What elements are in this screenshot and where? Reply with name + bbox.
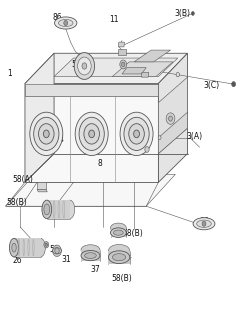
Polygon shape — [47, 200, 70, 219]
Text: 58(B): 58(B) — [7, 197, 28, 206]
Ellipse shape — [42, 200, 52, 219]
Circle shape — [43, 130, 49, 138]
Circle shape — [55, 248, 59, 254]
Polygon shape — [37, 182, 46, 189]
Circle shape — [74, 52, 95, 79]
Text: 11: 11 — [152, 66, 162, 75]
Text: 3(A): 3(A) — [187, 132, 203, 140]
Circle shape — [202, 221, 206, 226]
Circle shape — [158, 136, 161, 140]
Text: 56: 56 — [50, 245, 60, 254]
Text: 86: 86 — [199, 217, 209, 226]
Text: 52: 52 — [71, 60, 81, 69]
Ellipse shape — [85, 253, 96, 259]
Circle shape — [145, 147, 149, 152]
Polygon shape — [134, 50, 171, 62]
Polygon shape — [118, 42, 124, 47]
Ellipse shape — [113, 230, 123, 235]
Circle shape — [30, 112, 63, 156]
Polygon shape — [158, 77, 187, 154]
Circle shape — [34, 117, 59, 150]
Text: 58(A): 58(A) — [13, 175, 33, 184]
Text: 4: 4 — [58, 135, 63, 144]
Polygon shape — [54, 58, 178, 76]
Ellipse shape — [58, 20, 73, 27]
Polygon shape — [118, 49, 126, 55]
Ellipse shape — [111, 228, 126, 237]
Polygon shape — [158, 112, 187, 154]
Circle shape — [134, 130, 140, 138]
Ellipse shape — [44, 204, 50, 215]
Text: 26: 26 — [12, 256, 22, 265]
Circle shape — [45, 243, 48, 246]
Circle shape — [79, 117, 104, 150]
Circle shape — [124, 117, 149, 150]
Circle shape — [129, 124, 144, 144]
Text: 1: 1 — [8, 69, 12, 78]
Circle shape — [89, 130, 95, 138]
Text: 3(C): 3(C) — [204, 81, 220, 90]
Circle shape — [75, 112, 108, 156]
Ellipse shape — [81, 251, 100, 261]
Ellipse shape — [193, 218, 215, 230]
Circle shape — [53, 245, 61, 257]
Circle shape — [78, 57, 91, 75]
Circle shape — [169, 116, 173, 121]
Ellipse shape — [10, 238, 19, 257]
Circle shape — [64, 20, 68, 26]
Polygon shape — [25, 53, 187, 84]
Circle shape — [44, 242, 49, 248]
Polygon shape — [25, 84, 158, 96]
Circle shape — [176, 72, 180, 77]
Circle shape — [191, 12, 194, 15]
Ellipse shape — [197, 220, 211, 228]
Text: 3(B): 3(B) — [175, 9, 191, 18]
Polygon shape — [37, 189, 47, 192]
Text: 58(B): 58(B) — [112, 274, 132, 283]
Circle shape — [120, 60, 127, 69]
Circle shape — [84, 124, 100, 144]
Ellipse shape — [112, 254, 126, 261]
Text: 31: 31 — [62, 255, 71, 264]
Polygon shape — [25, 53, 54, 182]
Circle shape — [122, 62, 125, 67]
Polygon shape — [81, 250, 100, 261]
Ellipse shape — [108, 251, 130, 264]
Polygon shape — [111, 228, 126, 237]
Ellipse shape — [65, 200, 75, 219]
Polygon shape — [122, 68, 146, 74]
Text: 86: 86 — [53, 13, 62, 22]
Circle shape — [166, 113, 175, 124]
Text: 11: 11 — [140, 137, 149, 146]
Ellipse shape — [81, 245, 100, 255]
Polygon shape — [112, 62, 173, 76]
Ellipse shape — [111, 223, 126, 233]
Ellipse shape — [12, 243, 16, 252]
Ellipse shape — [36, 238, 45, 257]
Text: 37: 37 — [90, 265, 100, 275]
Circle shape — [39, 124, 54, 144]
Circle shape — [82, 63, 87, 69]
Polygon shape — [158, 53, 187, 182]
Polygon shape — [25, 84, 158, 182]
Ellipse shape — [108, 244, 130, 257]
Polygon shape — [108, 251, 130, 264]
Polygon shape — [6, 174, 175, 206]
Polygon shape — [14, 238, 41, 257]
Ellipse shape — [55, 17, 77, 29]
Text: 8: 8 — [97, 159, 102, 168]
Text: 11: 11 — [110, 15, 119, 24]
Text: 58(B): 58(B) — [122, 229, 143, 238]
Circle shape — [120, 112, 153, 156]
Polygon shape — [142, 72, 149, 77]
Circle shape — [232, 82, 235, 87]
